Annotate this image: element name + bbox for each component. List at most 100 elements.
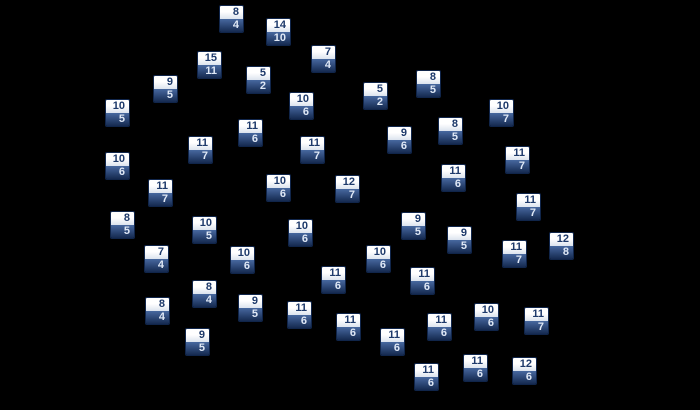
- unit-top-half: 10: [490, 100, 513, 113]
- unit-bottom-half: 4: [312, 59, 335, 72]
- unit-bottom-value: 6: [251, 133, 258, 145]
- unit-bottom-half: 5: [186, 342, 209, 355]
- unit-bottom-half: 6: [428, 327, 451, 340]
- unit-top-value: 11: [510, 241, 522, 253]
- unit-top-value: 5: [259, 67, 266, 79]
- unit-top-half: 11: [411, 268, 434, 281]
- unit-bottom-half: 6: [289, 233, 312, 246]
- unit-node[interactable]: 11 7: [300, 136, 325, 164]
- unit-node[interactable]: 10 6: [266, 174, 291, 202]
- unit-bottom-half: 6: [267, 188, 290, 201]
- unit-top-half: 10: [193, 217, 216, 230]
- unit-top-value: 8: [205, 281, 212, 293]
- unit-top-value: 10: [373, 246, 386, 258]
- unit-bottom-value: 6: [118, 166, 125, 178]
- unit-node[interactable]: 15 11: [197, 51, 222, 79]
- unit-node[interactable]: 10 6: [105, 152, 130, 180]
- unit-node[interactable]: 11 6: [427, 313, 452, 341]
- unit-top-half: 7: [145, 246, 168, 259]
- unit-bottom-half: 5: [448, 240, 471, 253]
- unit-bottom-value: 7: [515, 254, 522, 266]
- unit-node[interactable]: 11 6: [410, 267, 435, 295]
- unit-top-value: 7: [157, 246, 164, 258]
- unit-node[interactable]: 11 6: [287, 301, 312, 329]
- unit-node[interactable]: 11 6: [336, 313, 361, 341]
- unit-node[interactable]: 11 6: [380, 328, 405, 356]
- unit-node[interactable]: 10 7: [489, 99, 514, 127]
- unit-node[interactable]: 11 7: [524, 307, 549, 335]
- unit-node[interactable]: 11 7: [502, 240, 527, 268]
- unit-node[interactable]: 10 6: [474, 303, 499, 331]
- unit-top-half: 7: [312, 46, 335, 59]
- unit-bottom-value: 6: [454, 178, 461, 190]
- unit-node[interactable]: 11 6: [238, 119, 263, 147]
- unit-node[interactable]: 11 7: [148, 179, 173, 207]
- unit-node[interactable]: 12 8: [549, 232, 574, 260]
- unit-top-value: 8: [429, 71, 436, 83]
- unit-top-half: 9: [388, 127, 411, 140]
- unit-node[interactable]: 11 7: [188, 136, 213, 164]
- unit-bottom-half: 10: [267, 32, 290, 45]
- unit-node[interactable]: 10 6: [289, 92, 314, 120]
- unit-bottom-half: 8: [550, 246, 573, 259]
- unit-top-value: 10: [496, 100, 509, 112]
- unit-top-half: 5: [247, 67, 270, 80]
- unit-bottom-value: 5: [251, 308, 258, 320]
- unit-bottom-half: 4: [146, 311, 169, 324]
- unit-node[interactable]: 11 6: [414, 363, 439, 391]
- unit-top-value: 9: [400, 127, 407, 139]
- unit-top-half: 11: [322, 267, 345, 280]
- unit-top-half: 8: [146, 298, 169, 311]
- unit-node[interactable]: 11 6: [321, 266, 346, 294]
- unit-top-value: 11: [418, 268, 430, 280]
- unit-top-value: 8: [232, 6, 239, 18]
- unit-bottom-half: 7: [490, 113, 513, 126]
- unit-top-value: 12: [342, 176, 355, 188]
- unit-top-value: 8: [158, 298, 165, 310]
- unit-bottom-half: 4: [220, 19, 243, 32]
- unit-node[interactable]: 11 6: [463, 354, 488, 382]
- unit-bottom-value: 2: [259, 80, 266, 92]
- unit-bottom-half: 7: [189, 150, 212, 163]
- unit-top-value: 11: [422, 364, 434, 376]
- unit-bottom-value: 5: [123, 225, 130, 237]
- unit-top-half: 5: [364, 83, 387, 96]
- unit-bottom-value: 5: [414, 226, 421, 238]
- unit-top-value: 7: [324, 46, 331, 58]
- unit-bottom-value: 6: [379, 259, 386, 271]
- unit-bottom-half: 6: [322, 280, 345, 293]
- unit-node[interactable]: 10 5: [105, 99, 130, 127]
- unit-node[interactable]: 14 10: [266, 18, 291, 46]
- unit-node[interactable]: 12 6: [512, 357, 537, 385]
- unit-bottom-half: 7: [503, 254, 526, 267]
- unit-node[interactable]: 10 6: [366, 245, 391, 273]
- unit-node[interactable]: 12 7: [335, 175, 360, 203]
- unit-node[interactable]: 11 7: [505, 146, 530, 174]
- unit-node[interactable]: 11 6: [441, 164, 466, 192]
- unit-node[interactable]: 10 6: [230, 246, 255, 274]
- unit-node[interactable]: 10 6: [288, 219, 313, 247]
- unit-node[interactable]: 10 5: [192, 216, 217, 244]
- unit-top-half: 8: [193, 281, 216, 294]
- unit-top-half: 9: [154, 76, 177, 89]
- unit-bottom-value: 7: [201, 150, 208, 162]
- unit-node[interactable]: 11 7: [516, 193, 541, 221]
- unit-bottom-half: 6: [231, 260, 254, 273]
